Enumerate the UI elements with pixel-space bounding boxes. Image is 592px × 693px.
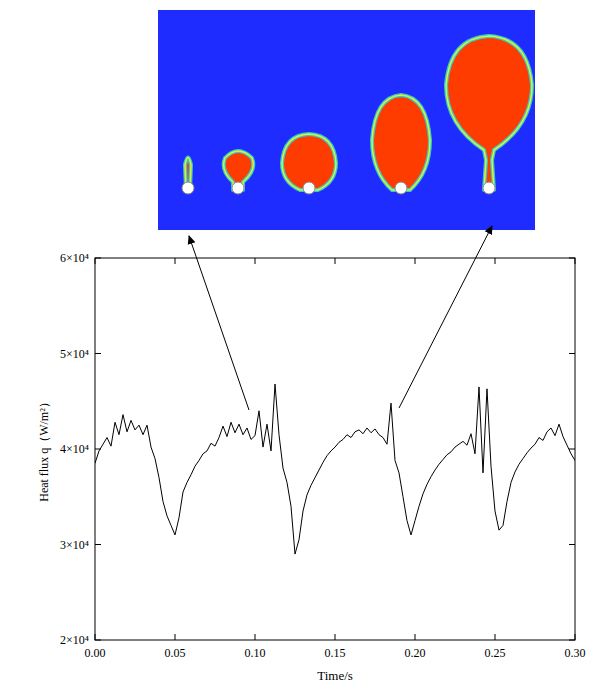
x-tick-label: 0.10 [245,646,266,660]
y-tick-right [569,258,575,259]
x-tick [335,634,336,640]
heater [232,182,244,194]
arrow [189,236,249,410]
heater [303,182,315,194]
y-axis-title: Heat flux q（W/m²） [37,396,51,502]
x-tick-top [575,258,576,264]
y-tick-right [569,544,575,545]
x-tick-top [335,258,336,264]
x-tick [175,634,176,640]
y-tick-right [569,640,575,641]
x-tick-top [415,258,416,264]
x-tick [495,634,496,640]
y-tick-label: 6×10⁴ [60,251,89,265]
bubble-edge [446,36,532,190]
y-tick [95,544,101,545]
x-tick-label: 0.25 [485,646,506,660]
inset-background [158,10,535,230]
x-axis: 0.00 0.05 0.10 0.15 0.20 0.25 0.30 [85,258,586,660]
plot-area [95,384,575,554]
y-tick [95,353,101,354]
x-tick-top [495,258,496,264]
heater [182,182,194,194]
y-tick [95,258,101,259]
y-tick [95,640,101,641]
arrow [399,226,492,408]
y-tick-label: 3×10⁴ [60,538,89,552]
simulation-inset [158,10,535,230]
chart: 0.00 0.05 0.10 0.15 0.20 0.25 0.30 Time/s 2×10⁴ 3… [0,0,592,693]
x-tick-label: 0.00 [85,646,106,660]
y-tick-label: 4×10⁴ [60,442,89,456]
x-tick-top [175,258,176,264]
x-tick-label: 0.05 [165,646,186,660]
x-tick [575,634,576,640]
x-tick [255,634,256,640]
x-tick-label: 0.20 [405,646,426,660]
y-tick-right [569,449,575,450]
plot-frame [95,258,575,640]
y-tick-label: 5×10⁴ [60,347,89,361]
y-axis: 2×10⁴ 3×10⁴ 4×10⁴ 5×10⁴ 6×10⁴ [60,251,575,647]
y-tick-label: 2×10⁴ [60,633,89,647]
x-axis-title: Time/s [317,668,353,683]
bubble [446,36,532,190]
x-tick-top [95,258,96,264]
y-tick-right [569,353,575,354]
heat-flux-line [95,384,575,554]
x-tick [95,634,96,640]
heater [395,182,407,194]
x-tick-label: 0.15 [325,646,346,660]
heater [483,182,495,194]
x-tick [415,634,416,640]
bubble-edge [372,95,430,190]
x-tick-label: 0.30 [565,646,586,660]
bubble [372,95,430,190]
x-tick-top [255,258,256,264]
